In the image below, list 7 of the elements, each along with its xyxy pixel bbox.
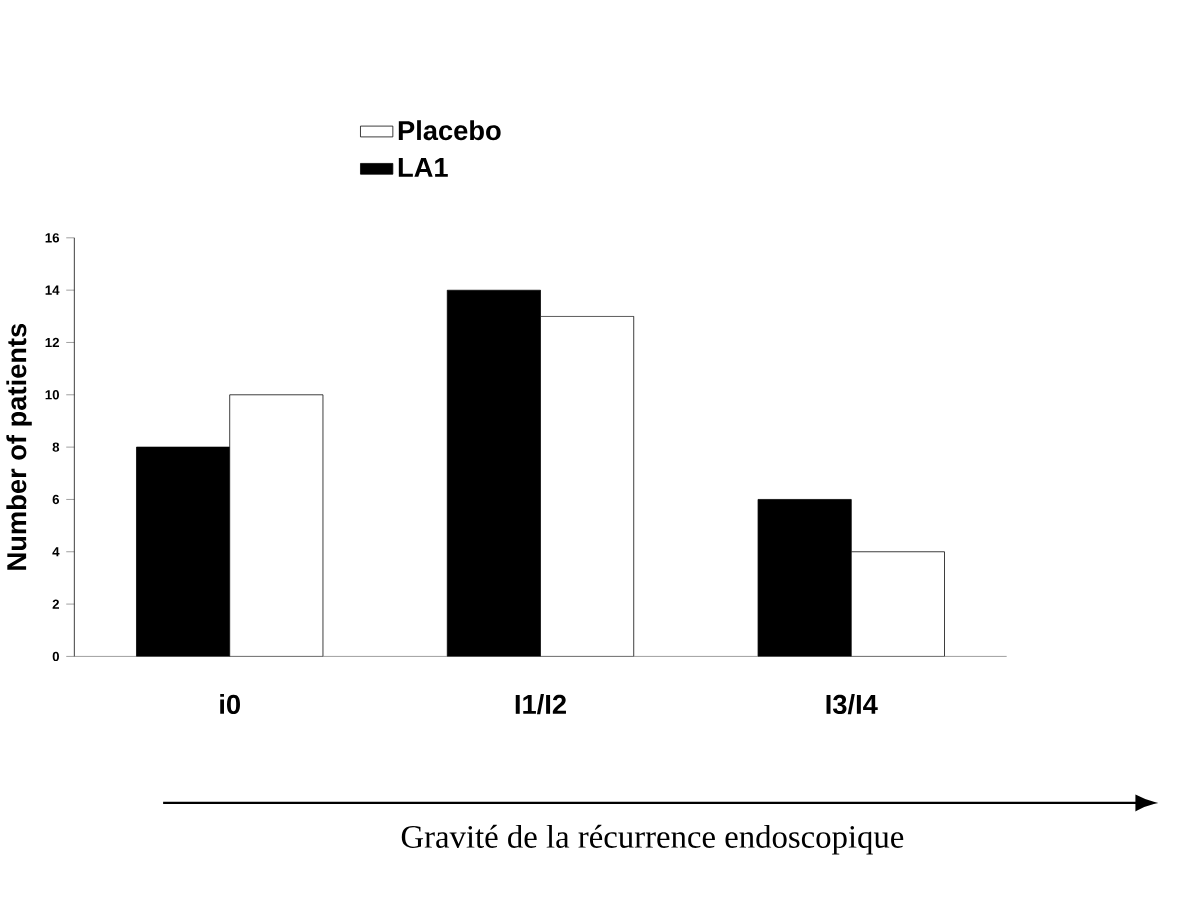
x-tick-label: i0: [220, 694, 240, 715]
x-tick-label: I1/I2: [515, 694, 566, 715]
legend-label: LA1: [398, 158, 448, 178]
y-axis-title: Number of patients: [6, 324, 32, 571]
x-axis-title: Gravité de la récurrence endoscopique: [401, 825, 904, 855]
x-tick-label: I3/I4: [826, 694, 878, 715]
legend-label: Placebo: [398, 120, 501, 141]
